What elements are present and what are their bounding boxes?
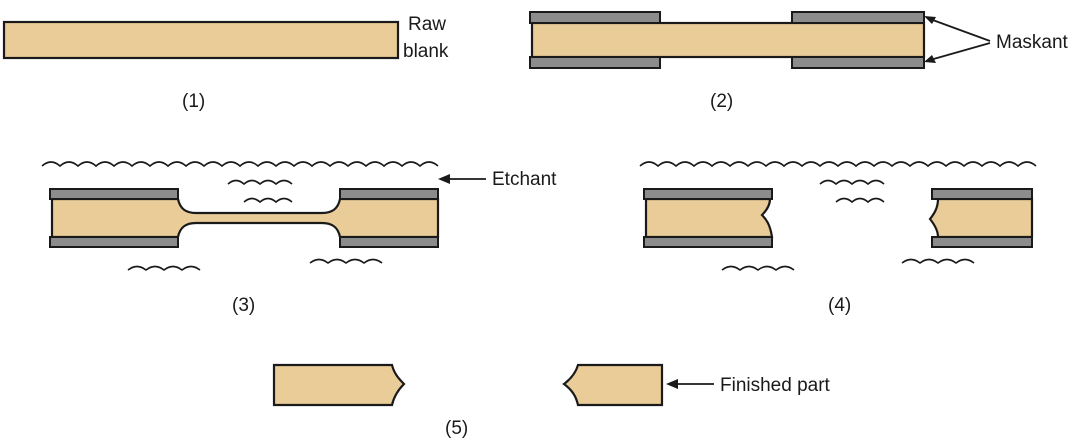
- etchant-ripples-a: [227, 179, 293, 186]
- etchant-ripples-f: [835, 197, 885, 204]
- step4-number: (4): [828, 295, 851, 316]
- raw-blank-bar: [2, 20, 400, 60]
- finished-part-right: [562, 363, 664, 407]
- etchant-surface-wave-right: [639, 161, 1037, 168]
- maskant-top-left: [529, 11, 661, 24]
- step2-number: (2): [710, 91, 733, 112]
- etchant-ripples-b: [243, 197, 293, 204]
- raw-blank-label-line2: blank: [403, 41, 449, 62]
- etchant-ripples-e: [819, 179, 885, 186]
- masked-blank-bar: [530, 21, 926, 59]
- maskant-bottom-right: [339, 236, 439, 248]
- etchant-arrow: [438, 174, 486, 184]
- finished-part-left: [272, 363, 406, 407]
- maskant-bottom-right: [931, 236, 1033, 248]
- step1-raw-blank: [2, 20, 400, 60]
- step4-etched-through: [639, 161, 1037, 272]
- finished-part-label: Finished part: [720, 375, 831, 396]
- etchant-ripples-h: [901, 258, 975, 265]
- maskant-label: Maskant: [996, 32, 1069, 53]
- partially-etched-blank: [50, 197, 440, 239]
- step2-masked-blank: [529, 11, 926, 69]
- maskant-bottom-right: [791, 56, 925, 69]
- maskant-bottom-left: [529, 56, 661, 69]
- maskant-top-left: [643, 188, 773, 200]
- step3-number: (3): [232, 295, 255, 316]
- etchant-ripples-g: [721, 265, 795, 272]
- step5-finished-parts: [272, 363, 664, 407]
- step3-etching: [41, 161, 440, 272]
- raw-blank-label-line1: Raw: [408, 14, 446, 35]
- step1-number: (1): [182, 91, 205, 112]
- finished-part-arrow: [666, 379, 714, 389]
- etched-part-right: [928, 197, 1034, 239]
- maskant-bottom-left: [643, 236, 773, 248]
- etchant-label: Etchant: [492, 169, 557, 190]
- maskant-bottom-left: [49, 236, 179, 248]
- etchant-surface-wave-left: [41, 161, 439, 168]
- etchant-ripples-d: [309, 258, 383, 265]
- step5-number: (5): [445, 418, 468, 438]
- maskant-top-left: [49, 188, 179, 200]
- maskant-top-right: [339, 188, 439, 200]
- maskant-top-right: [931, 188, 1033, 200]
- maskant-top-right: [791, 11, 925, 24]
- etchant-ripples-c: [127, 265, 201, 272]
- maskant-arrows: [924, 16, 991, 63]
- etched-part-left: [644, 197, 774, 239]
